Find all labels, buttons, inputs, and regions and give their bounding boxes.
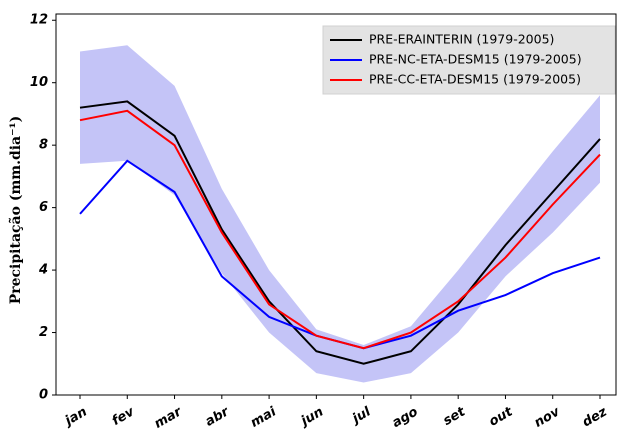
series-line bbox=[79, 109, 601, 350]
y-tick-label: 10 bbox=[30, 75, 48, 90]
y-tick-label: 0 bbox=[39, 388, 48, 403]
x-tick-label: abr bbox=[203, 404, 233, 429]
x-tick-label: dez bbox=[580, 404, 610, 429]
x-tick-label: mai bbox=[248, 404, 279, 429]
x-tick-label: out bbox=[487, 404, 516, 429]
x-tick-label: nov bbox=[532, 404, 563, 429]
legend-label: PRE-CC-ETA-DESM15 (1979-2005) bbox=[369, 72, 581, 87]
x-tick-label: ago bbox=[390, 404, 421, 429]
uncertainty-band bbox=[80, 45, 600, 383]
series-line bbox=[79, 100, 601, 365]
y-tick-label: 6 bbox=[39, 200, 48, 215]
x-tick-label: jul bbox=[348, 404, 373, 427]
y-tick-label: 12 bbox=[30, 13, 48, 28]
y-axis-label: Precipitação (mm.dia⁻¹) bbox=[7, 116, 24, 305]
legend-box bbox=[322, 25, 616, 95]
x-tick-label: jun bbox=[297, 405, 326, 429]
legend-label: PRE-ERAINTERIN (1979-2005) bbox=[369, 32, 554, 47]
x-tick-label: set bbox=[441, 404, 469, 429]
y-tick-label: 2 bbox=[39, 325, 48, 340]
x-tick-label: fev bbox=[110, 404, 138, 429]
y-tick-label: 4 bbox=[38, 263, 48, 278]
legend-label: PRE-NC-ETA-DESM15 (1979-2005) bbox=[369, 52, 582, 67]
x-tick-label: jan bbox=[61, 405, 90, 429]
y-tick-label: 8 bbox=[39, 138, 48, 153]
plot-frame bbox=[55, 13, 617, 396]
x-tick-label: mar bbox=[152, 404, 186, 429]
